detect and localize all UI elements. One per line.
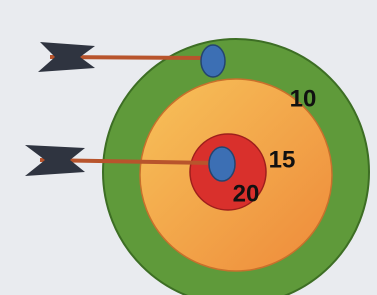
dartboard-illustration: 10 15 20 [0, 0, 377, 295]
ring-label: 15 [269, 146, 296, 173]
ring-label: 10 [290, 85, 317, 112]
ring-label: 20 [233, 180, 260, 207]
page: {"target": {"rings": [{"label": "10"}, {… [0, 0, 377, 295]
arrow-tip [209, 147, 235, 181]
arrow-tip [201, 45, 225, 77]
